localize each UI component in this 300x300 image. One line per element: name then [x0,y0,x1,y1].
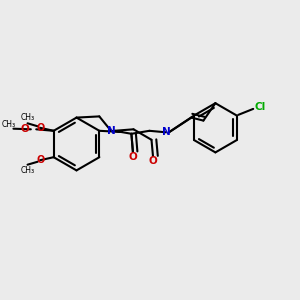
Text: CH₃: CH₃ [20,166,34,175]
Text: N: N [161,127,170,137]
Text: CH₃: CH₃ [20,113,34,122]
Text: O: O [148,156,158,166]
Text: O: O [20,124,29,134]
Text: Cl: Cl [254,102,266,112]
Text: N: N [106,126,116,136]
Text: O: O [36,155,44,165]
Text: CH₃: CH₃ [2,120,16,129]
Text: O: O [36,123,44,133]
Text: O: O [128,152,137,162]
